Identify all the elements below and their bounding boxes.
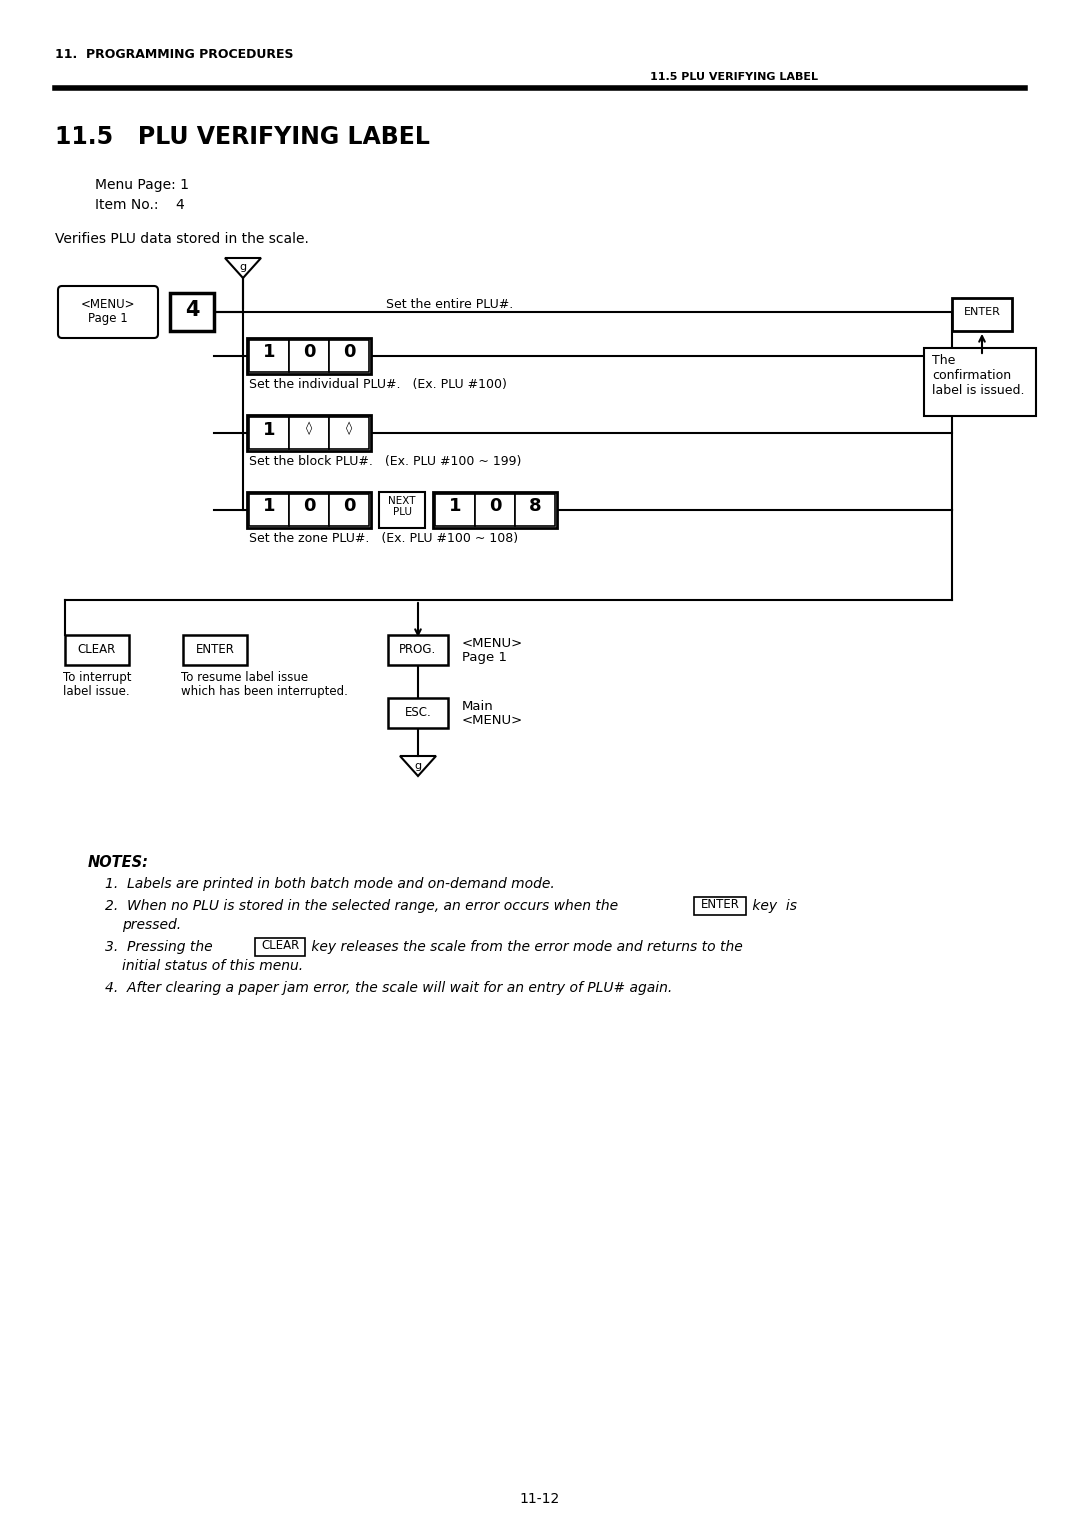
Bar: [249, 494, 289, 526]
Bar: [329, 494, 369, 526]
Text: 3.  Pressing the: 3. Pressing the: [105, 940, 213, 953]
Text: <MENU>: <MENU>: [81, 298, 135, 312]
Bar: [435, 494, 475, 526]
Text: g: g: [240, 261, 246, 272]
Text: 4.  After clearing a paper jam error, the scale will wait for an entry of PLU# a: 4. After clearing a paper jam error, the…: [105, 981, 672, 995]
Text: 11-12: 11-12: [519, 1491, 561, 1507]
Text: Set the individual PLU#.   (Ex. PLU #100): Set the individual PLU#. (Ex. PLU #100): [249, 377, 507, 391]
Bar: [170, 293, 214, 332]
Text: PLU: PLU: [392, 507, 411, 516]
Text: 11.5   PLU VERIFYING LABEL: 11.5 PLU VERIFYING LABEL: [55, 125, 430, 150]
Text: label is issued.: label is issued.: [932, 384, 1025, 397]
Text: 1.  Labels are printed in both batch mode and on-demand mode.: 1. Labels are printed in both batch mode…: [105, 877, 555, 891]
Bar: [289, 417, 329, 449]
Text: confirmation: confirmation: [932, 368, 1011, 382]
Text: CLEAR: CLEAR: [78, 643, 117, 656]
Text: Set the zone PLU#.   (Ex. PLU #100 ~ 108): Set the zone PLU#. (Ex. PLU #100 ~ 108): [249, 532, 518, 545]
Text: g: g: [415, 761, 421, 772]
Text: 0: 0: [302, 497, 315, 515]
Bar: [388, 636, 448, 665]
Text: 0: 0: [302, 342, 315, 361]
Bar: [379, 492, 426, 529]
Text: 2.  When no PLU is stored in the selected range, an error occurs when the: 2. When no PLU is stored in the selected…: [105, 898, 618, 914]
Bar: [249, 417, 289, 449]
Text: ENTER: ENTER: [701, 898, 740, 911]
Text: The: The: [932, 354, 956, 367]
Text: 8: 8: [529, 497, 541, 515]
Text: 1: 1: [449, 497, 461, 515]
Text: Set the entire PLU#.: Set the entire PLU#.: [387, 298, 514, 312]
Text: Page 1: Page 1: [462, 651, 507, 665]
Text: 1: 1: [262, 497, 275, 515]
Text: pressed.: pressed.: [122, 918, 181, 932]
Bar: [289, 341, 329, 371]
Text: which has been interrupted.: which has been interrupted.: [181, 685, 348, 698]
Bar: [924, 348, 1036, 416]
Text: 0: 0: [342, 342, 355, 361]
Text: NOTES:: NOTES:: [87, 856, 149, 869]
Bar: [247, 492, 372, 529]
Bar: [247, 338, 372, 374]
Text: key releases the scale from the error mode and returns to the: key releases the scale from the error mo…: [307, 940, 743, 953]
Text: <MENU>: <MENU>: [462, 637, 523, 649]
Text: key  is: key is: [748, 898, 797, 914]
Text: Item No.:    4: Item No.: 4: [95, 199, 185, 212]
Bar: [255, 938, 305, 957]
Bar: [951, 298, 1012, 332]
Text: PROG.: PROG.: [400, 643, 436, 656]
Text: Set the block PLU#.   (Ex. PLU #100 ~ 199): Set the block PLU#. (Ex. PLU #100 ~ 199): [249, 455, 522, 468]
Text: 1: 1: [262, 422, 275, 439]
Text: Menu Page: 1: Menu Page: 1: [95, 177, 189, 193]
Text: 11.  PROGRAMMING PROCEDURES: 11. PROGRAMMING PROCEDURES: [55, 47, 294, 61]
Bar: [247, 416, 372, 451]
Text: 1: 1: [262, 342, 275, 361]
Text: ENTER: ENTER: [963, 307, 1000, 316]
Text: Verifies PLU data stored in the scale.: Verifies PLU data stored in the scale.: [55, 232, 309, 246]
Bar: [65, 636, 129, 665]
Text: ENTER: ENTER: [195, 643, 234, 656]
Text: CLEAR: CLEAR: [261, 940, 299, 952]
Text: Main: Main: [462, 700, 494, 714]
Text: ◊: ◊: [306, 422, 312, 434]
Text: <MENU>: <MENU>: [462, 714, 523, 727]
Bar: [475, 494, 515, 526]
Text: ◊: ◊: [346, 422, 352, 434]
Bar: [329, 341, 369, 371]
Text: Page 1: Page 1: [89, 312, 127, 325]
Bar: [515, 494, 555, 526]
Text: To resume label issue: To resume label issue: [181, 671, 308, 685]
Text: ESC.: ESC.: [405, 706, 431, 720]
Bar: [289, 494, 329, 526]
Text: label issue.: label issue.: [63, 685, 130, 698]
Text: To interrupt: To interrupt: [63, 671, 132, 685]
Text: initial status of this menu.: initial status of this menu.: [122, 960, 303, 973]
Bar: [694, 897, 746, 915]
Bar: [433, 492, 557, 529]
Text: 0: 0: [489, 497, 501, 515]
Bar: [249, 341, 289, 371]
Bar: [388, 698, 448, 727]
Bar: [183, 636, 247, 665]
Text: 11.5 PLU VERIFYING LABEL: 11.5 PLU VERIFYING LABEL: [650, 72, 818, 83]
FancyBboxPatch shape: [58, 286, 158, 338]
Text: NEXT: NEXT: [388, 497, 416, 506]
Text: 0: 0: [342, 497, 355, 515]
Text: 4: 4: [185, 299, 199, 319]
Bar: [329, 417, 369, 449]
